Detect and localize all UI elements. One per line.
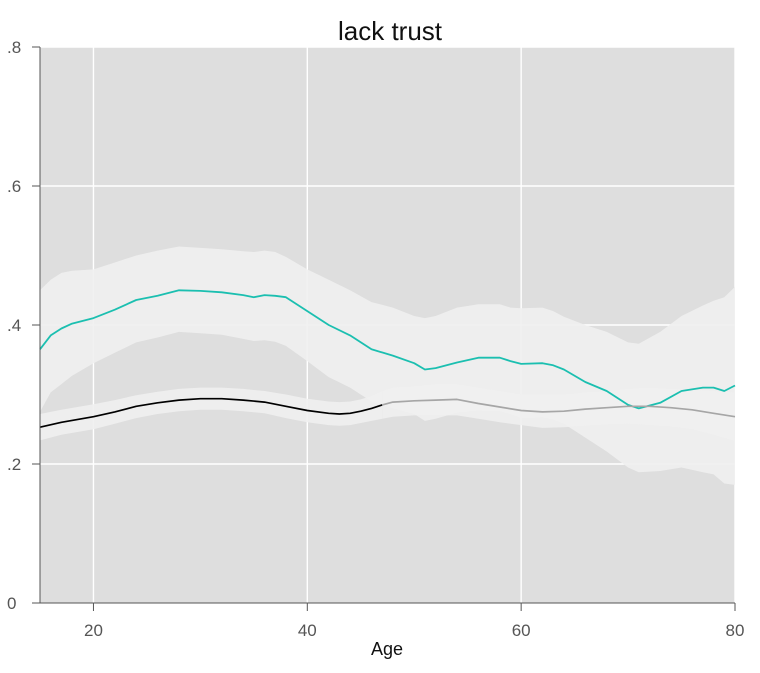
y-tick-label: .2 [7,455,21,474]
y-axis-ticks: 0 .2 .4 .6 .8 [7,38,40,613]
gray-confidence-band [382,384,735,442]
black-series-line [39,397,383,429]
y-tick-label: .4 [7,316,21,335]
series-lines [39,289,736,429]
y-tick-label: .6 [7,177,21,196]
x-tick-label: 80 [726,621,745,640]
x-tick-label: 60 [512,621,531,640]
gray-series-line [381,398,736,418]
x-tick-label: 20 [84,621,103,640]
y-tick-label: 0 [7,594,16,613]
x-axis-ticks: 20 40 60 80 [84,603,744,640]
confidence-bands [40,246,735,485]
x-axis-label: Age [371,639,403,659]
teal-confidence-band [40,246,735,485]
y-tick-label: .8 [7,38,21,57]
chart-title: lack trust [338,16,443,46]
black-confidence-band [40,387,383,441]
x-tick-label: 40 [298,621,317,640]
